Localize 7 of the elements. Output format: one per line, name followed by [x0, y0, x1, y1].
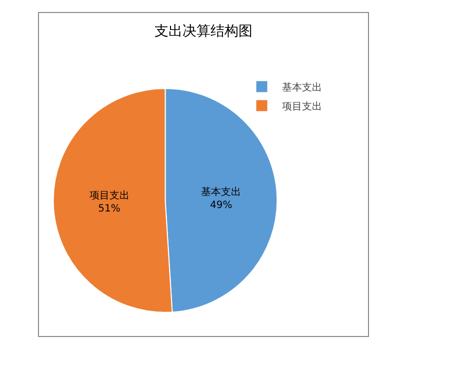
- data-label: 51%: [98, 204, 120, 215]
- legend-label: 项目支出: [282, 100, 322, 113]
- data-label: 49%: [210, 200, 232, 212]
- slice-label: 基本支出: [201, 186, 242, 198]
- legend-label: 基本支出: [282, 82, 322, 94]
- chart-title: 支出决算结构图: [154, 24, 252, 40]
- slice-label: 项目支出: [89, 190, 130, 202]
